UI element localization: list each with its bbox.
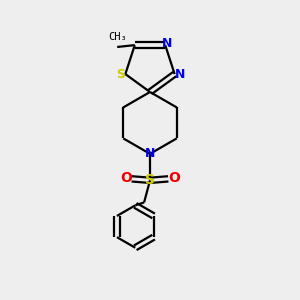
- Text: O: O: [120, 171, 132, 185]
- Text: S: S: [116, 68, 125, 81]
- Text: N: N: [161, 37, 172, 50]
- Text: O: O: [168, 171, 180, 185]
- Text: S: S: [145, 173, 155, 187]
- Text: N: N: [145, 147, 155, 160]
- Text: CH₃: CH₃: [108, 32, 127, 42]
- Text: N: N: [175, 68, 185, 81]
